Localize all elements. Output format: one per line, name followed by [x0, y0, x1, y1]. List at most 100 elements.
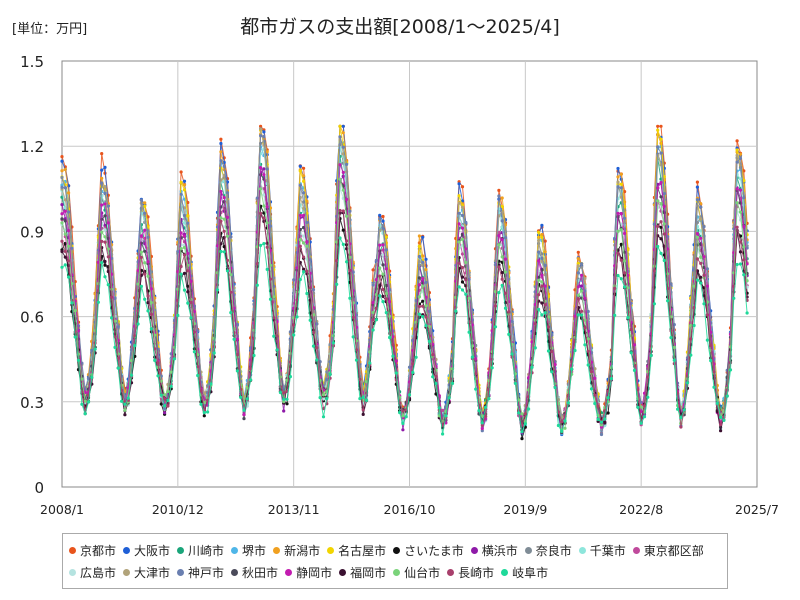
data-point [659, 180, 663, 185]
data-point [580, 273, 584, 277]
data-point [272, 316, 276, 320]
data-point [619, 186, 623, 190]
data-point [374, 293, 378, 297]
data-point [378, 217, 382, 221]
data-point [709, 343, 713, 347]
legend-item: 広島市 [69, 561, 116, 583]
data-point [427, 339, 431, 343]
legend-marker-icon [393, 546, 401, 554]
data-point [73, 309, 77, 313]
legend-marker-icon [231, 568, 239, 576]
data-point [656, 244, 660, 249]
data-point [143, 228, 147, 232]
data-point [222, 196, 226, 200]
unit-label: [単位：万円] [12, 22, 88, 37]
series-group [60, 124, 749, 441]
data-point [159, 402, 163, 406]
data-point [106, 247, 110, 251]
data-point [497, 194, 501, 198]
data-point [626, 316, 630, 320]
data-point [672, 323, 676, 327]
data-point [196, 329, 200, 333]
data-point [699, 217, 703, 221]
data-point [503, 270, 508, 274]
data-point [182, 179, 187, 183]
data-point [623, 231, 627, 235]
data-point [302, 234, 306, 238]
data-point [427, 309, 431, 313]
legend-marker-icon [470, 546, 478, 554]
data-point [262, 204, 266, 208]
data-point [381, 263, 385, 267]
data-point [341, 228, 345, 232]
data-point [295, 315, 299, 319]
data-point [738, 250, 743, 254]
data-point [219, 137, 223, 141]
data-point [500, 277, 504, 281]
data-point [470, 323, 474, 327]
data-point [335, 259, 339, 263]
data-point [255, 196, 259, 200]
data-point [302, 191, 306, 195]
data-point [149, 287, 153, 291]
data-point [378, 213, 382, 217]
data-point [348, 209, 352, 213]
data-point [103, 235, 107, 239]
data-point [219, 150, 223, 154]
data-point [642, 404, 647, 408]
data-point [381, 287, 385, 291]
data-point [371, 283, 375, 287]
data-point [421, 260, 425, 264]
data-point [156, 374, 160, 378]
data-point [583, 343, 587, 347]
data-point [179, 192, 183, 196]
data-point [546, 325, 551, 329]
data-point [192, 350, 196, 354]
data-point [732, 296, 736, 300]
data-point [272, 295, 276, 299]
data-point [285, 402, 289, 406]
data-point [500, 238, 504, 242]
data-point [517, 411, 521, 415]
data-point [705, 313, 710, 317]
data-point [411, 370, 415, 375]
data-point [245, 397, 249, 401]
data-point [186, 221, 190, 225]
legend-label: 神戸市 [188, 565, 225, 580]
data-point [100, 168, 104, 172]
data-point [642, 415, 647, 419]
data-point [143, 201, 147, 205]
data-point [116, 366, 120, 370]
data-point [431, 375, 435, 379]
data-point [719, 429, 723, 433]
data-point [672, 345, 676, 350]
data-point [404, 415, 408, 419]
data-point [163, 404, 167, 408]
legend-item: 横浜市 [470, 539, 518, 561]
data-point [67, 229, 71, 233]
data-point [268, 277, 273, 281]
data-point [540, 223, 544, 227]
chart-legend: 京都市 大阪市 川崎市 堺市 新潟市 名古屋市 さいたま市 横浜市 奈良市 千葉市 東京都区部 広島市… [62, 533, 728, 589]
data-point [305, 220, 309, 225]
data-point [179, 247, 183, 251]
data-point [351, 315, 355, 319]
data-point [262, 216, 266, 220]
data-point [503, 306, 508, 310]
data-point [328, 372, 332, 376]
data-point [70, 301, 74, 305]
data-point [553, 385, 557, 390]
data-point [163, 411, 167, 415]
data-point [391, 343, 395, 347]
data-point [520, 430, 524, 434]
data-point [255, 262, 259, 266]
data-point [417, 312, 421, 316]
data-point [182, 183, 187, 187]
data-point [421, 299, 425, 303]
data-point [311, 288, 316, 292]
data-point [619, 212, 623, 216]
data-point [60, 221, 64, 225]
data-point [460, 213, 465, 218]
data-point [719, 415, 723, 419]
data-point [626, 273, 630, 277]
